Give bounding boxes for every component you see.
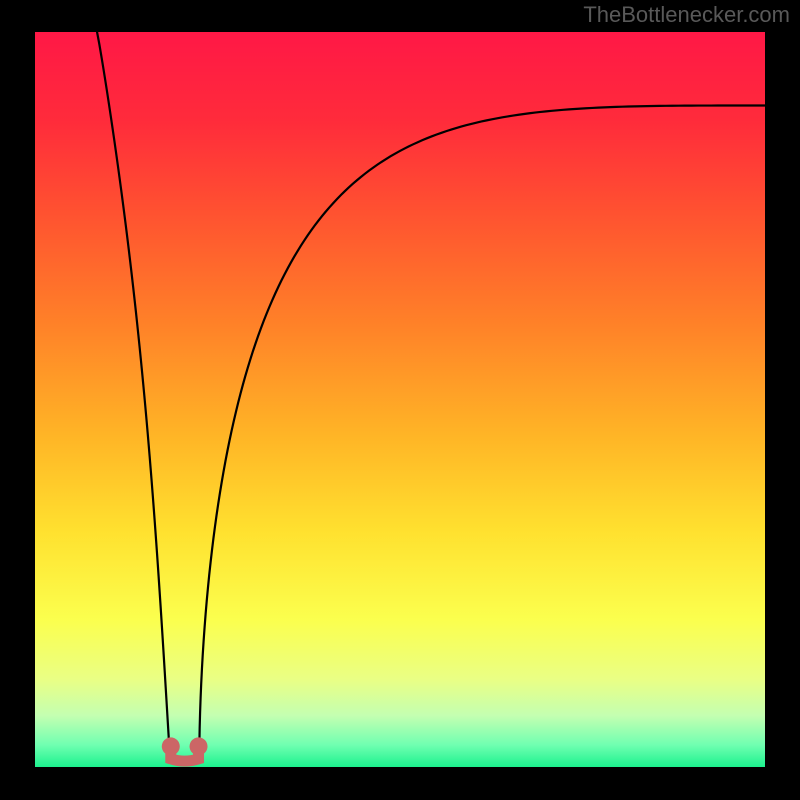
bottleneck-plot: [0, 0, 800, 800]
valley-marker-left: [162, 737, 180, 755]
chart-container: TheBottlenecker.com: [0, 0, 800, 800]
watermark-text: TheBottlenecker.com: [583, 2, 790, 28]
valley-marker-right: [190, 737, 208, 755]
